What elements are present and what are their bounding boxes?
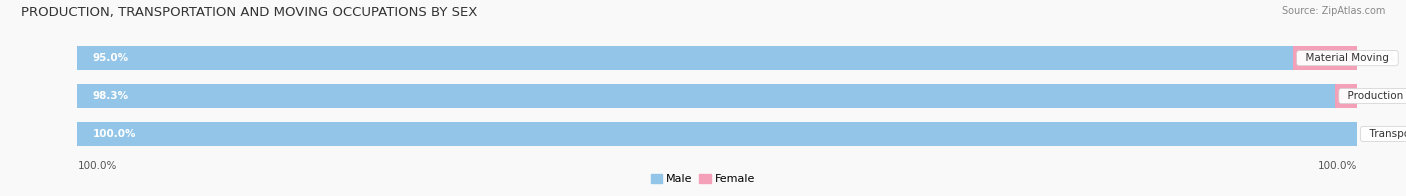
- Bar: [77, 122, 1357, 146]
- Bar: [77, 46, 1357, 70]
- Bar: [77, 122, 1357, 146]
- Legend: Male, Female: Male, Female: [647, 169, 759, 189]
- Bar: [77, 84, 1357, 108]
- Text: 100.0%: 100.0%: [77, 161, 117, 171]
- Text: 1.7%: 1.7%: [1369, 91, 1396, 101]
- Text: 98.3%: 98.3%: [93, 91, 129, 101]
- Bar: [1294, 46, 1357, 70]
- Text: 5.0%: 5.0%: [1369, 53, 1396, 63]
- Text: 100.0%: 100.0%: [93, 129, 136, 139]
- Bar: [77, 84, 1336, 108]
- Bar: [77, 46, 1294, 70]
- Text: 100.0%: 100.0%: [1317, 161, 1357, 171]
- Text: 95.0%: 95.0%: [93, 53, 129, 63]
- Text: Production: Production: [1341, 91, 1406, 101]
- Text: 0.0%: 0.0%: [1369, 129, 1396, 139]
- Text: Material Moving: Material Moving: [1299, 53, 1396, 63]
- Text: PRODUCTION, TRANSPORTATION AND MOVING OCCUPATIONS BY SEX: PRODUCTION, TRANSPORTATION AND MOVING OC…: [21, 6, 478, 19]
- Bar: [1336, 84, 1357, 108]
- Text: Source: ZipAtlas.com: Source: ZipAtlas.com: [1281, 6, 1385, 16]
- Text: Transportation: Transportation: [1364, 129, 1406, 139]
